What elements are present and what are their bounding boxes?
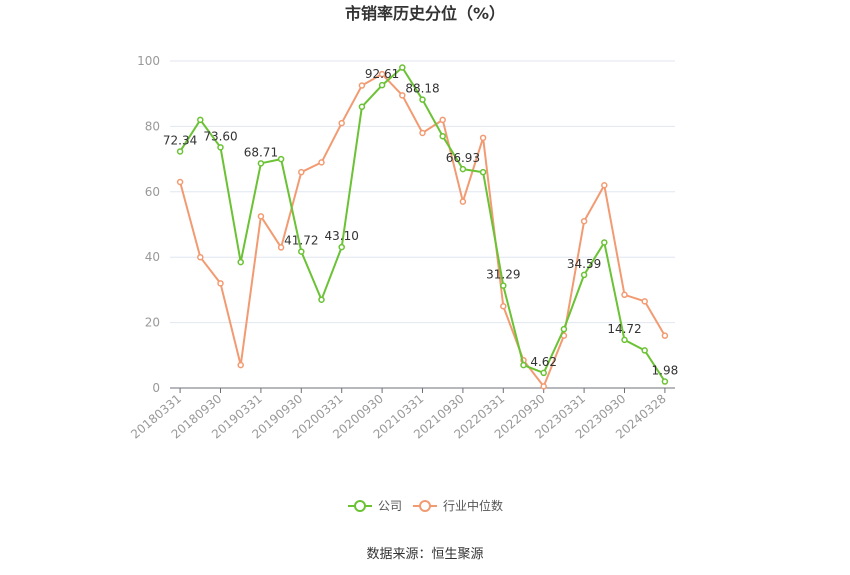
- company-point: [459, 165, 467, 173]
- company-point: [560, 325, 568, 333]
- legend-industry-marker: [419, 500, 431, 512]
- industry-point: [318, 159, 325, 166]
- data-label: 43.10: [325, 229, 359, 243]
- source-note: 数据来源：恒生聚源: [366, 547, 483, 562]
- industry-point: [601, 182, 608, 189]
- data-label: 14.72: [607, 322, 641, 336]
- company-point: [378, 81, 386, 89]
- data-label: 4.62: [530, 355, 557, 369]
- company-point: [601, 239, 608, 246]
- y-tick-label: 20: [145, 316, 160, 330]
- company-point: [520, 361, 527, 369]
- industry-point: [176, 178, 184, 186]
- data-label: 68.71: [244, 145, 278, 159]
- company-point: [277, 155, 285, 163]
- company-point: [399, 64, 406, 71]
- company-point: [500, 282, 507, 289]
- industry-point: [378, 70, 386, 78]
- company-point: [237, 258, 244, 266]
- data-label: 1.98: [652, 364, 679, 378]
- company-point: [419, 96, 426, 103]
- industry-point: [358, 82, 366, 89]
- data-label: 88.18: [405, 82, 439, 96]
- industry-point: [540, 383, 547, 390]
- y-tick-label: 60: [145, 185, 160, 199]
- series-company-line: [179, 66, 666, 383]
- company-point: [439, 132, 446, 140]
- data-labels: 72.34 73.60 68.71 41.72 43.10 92.61 88.18 66.93…: [163, 67, 678, 377]
- series: [176, 64, 669, 390]
- y-tick-label: 80: [145, 119, 160, 133]
- company-point: [641, 347, 648, 354]
- industry-point: [257, 213, 265, 220]
- industry-point: [217, 280, 224, 287]
- industry-point: [237, 361, 244, 369]
- data-label: 34.59: [567, 257, 601, 271]
- company-point: [479, 168, 487, 176]
- industry-point: [197, 253, 204, 261]
- industry-point: [661, 332, 669, 339]
- data-label: 31.29: [486, 268, 520, 282]
- data-label: 66.93: [446, 151, 480, 165]
- chart-title: 市销率历史分位（%）: [345, 4, 505, 23]
- industry-point: [439, 116, 446, 124]
- axes: 0204060801002018033120180930201903312019…: [128, 54, 675, 442]
- company-point: [217, 144, 224, 151]
- industry-point: [277, 244, 285, 251]
- industry-point: [399, 92, 406, 99]
- legend-industry-label: 行业中位数: [443, 498, 503, 513]
- industry-point: [459, 198, 467, 205]
- industry-point: [338, 119, 345, 127]
- industry-point: [479, 134, 487, 142]
- industry-point: [298, 168, 305, 176]
- series-industry-line: [179, 73, 666, 388]
- industry-point: [621, 291, 628, 299]
- y-tick-label: 100: [137, 54, 160, 68]
- company-point: [580, 271, 588, 279]
- data-label: 73.60: [203, 129, 237, 143]
- y-tick-label: 40: [145, 250, 160, 264]
- industry-point: [580, 217, 588, 225]
- legend-company-marker: [354, 500, 366, 512]
- company-point: [298, 248, 305, 255]
- legend-item-company[interactable]: 公司: [348, 499, 402, 513]
- data-label: 41.72: [284, 234, 318, 248]
- legend-item-industry-median[interactable]: 行业中位数: [413, 498, 503, 513]
- data-label: 92.61: [365, 67, 399, 81]
- company-point: [197, 116, 204, 124]
- industry-point: [419, 129, 426, 137]
- company-point: [338, 243, 345, 251]
- legend[interactable]: 公司 行业中位数: [348, 498, 503, 513]
- industry-point: [641, 298, 648, 305]
- industry-point: [500, 303, 507, 310]
- company-point: [257, 160, 265, 167]
- company-point: [358, 103, 366, 111]
- company-point: [661, 378, 669, 385]
- y-tick-label: 0: [152, 381, 160, 395]
- legend-company-label: 公司: [378, 499, 402, 513]
- company-point: [176, 148, 184, 155]
- company-point: [318, 296, 325, 303]
- company-point: [621, 336, 628, 344]
- data-label: 72.34: [163, 133, 197, 147]
- company-point: [540, 369, 547, 377]
